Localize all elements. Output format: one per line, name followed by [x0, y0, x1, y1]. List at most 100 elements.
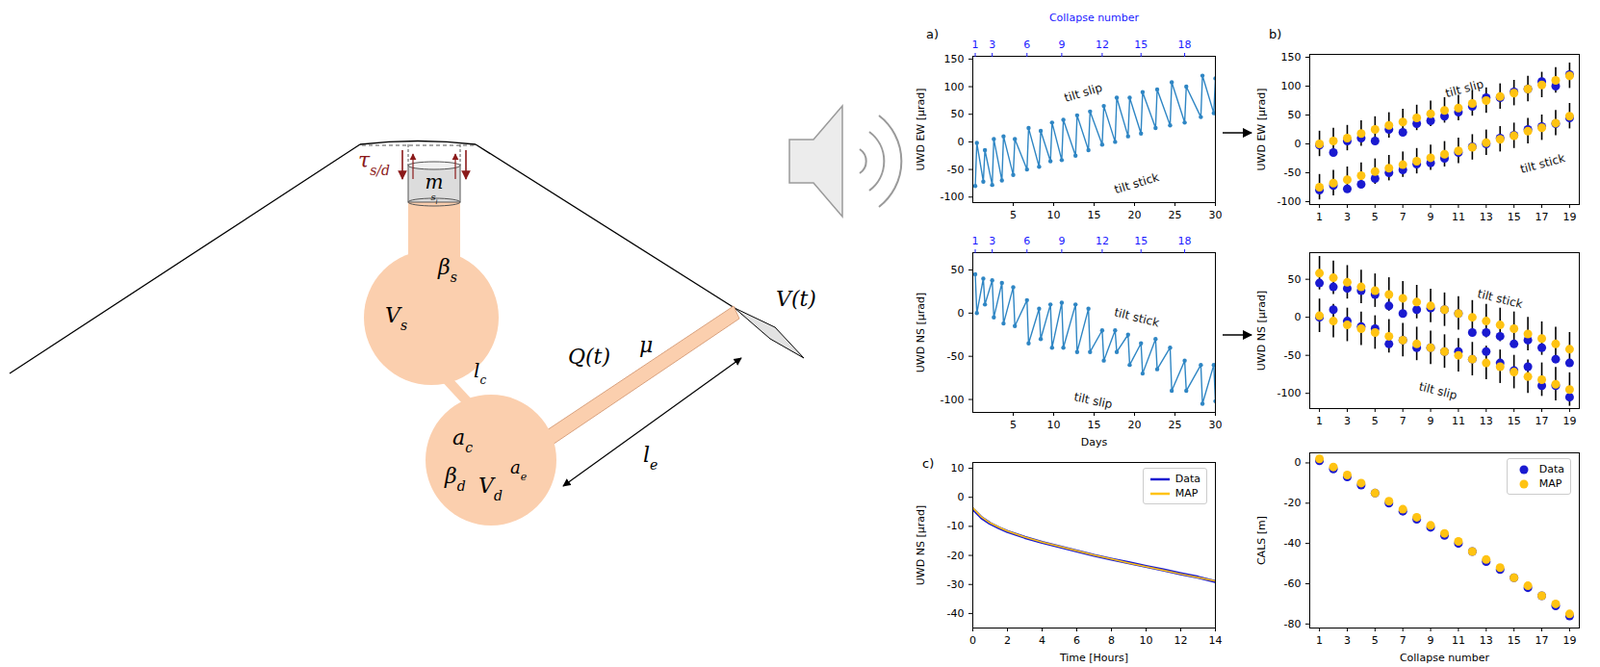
svg-text:14: 14	[1209, 634, 1223, 647]
svg-text:9: 9	[1427, 634, 1435, 647]
svg-text:UWD EW [μrad]: UWD EW [μrad]	[914, 87, 928, 171]
svg-text:ae: ae	[510, 457, 528, 484]
svg-text:15: 15	[1507, 210, 1522, 224]
svg-text:tilt slip: tilt slip	[1417, 380, 1459, 403]
svg-text:10: 10	[1139, 634, 1154, 647]
svg-text:UWD NS [μrad]: UWD NS [μrad]	[1255, 290, 1268, 371]
svg-text:100: 100	[944, 80, 965, 94]
svg-text:m: m	[425, 170, 444, 194]
svg-text:-50: -50	[947, 163, 965, 177]
svg-text:50: 50	[1288, 108, 1302, 122]
svg-text:-10: -10	[947, 519, 965, 533]
svg-text:5: 5	[1009, 208, 1017, 222]
svg-text:25: 25	[1168, 418, 1183, 432]
svg-text:20: 20	[1128, 208, 1142, 222]
svg-text:17: 17	[1535, 414, 1549, 428]
svg-text:30: 30	[1209, 208, 1223, 222]
svg-text:5: 5	[1371, 414, 1379, 428]
svg-text:-100: -100	[1277, 387, 1302, 400]
svg-text:-80: -80	[1284, 618, 1302, 631]
svg-text:0: 0	[1294, 310, 1302, 324]
svg-text:9: 9	[1427, 210, 1435, 224]
svg-text:19: 19	[1562, 634, 1576, 647]
svg-text:lc: lc	[473, 359, 487, 388]
svg-text:le: le	[643, 442, 658, 473]
svg-text:150: 150	[944, 52, 965, 66]
svg-text:11: 11	[1451, 414, 1466, 428]
svg-text:0: 0	[1294, 137, 1302, 151]
svg-text:Time [Hours]: Time [Hours]	[1058, 651, 1129, 665]
svg-text:-50: -50	[947, 350, 965, 363]
svg-text:5: 5	[1009, 418, 1017, 432]
svg-text:tilt slip: tilt slip	[1072, 389, 1113, 412]
svg-text:-100: -100	[940, 393, 965, 407]
svg-text:1: 1	[1316, 414, 1323, 428]
svg-text:-100: -100	[1277, 195, 1302, 208]
svg-text:1: 1	[972, 38, 980, 52]
svg-text:11: 11	[1451, 210, 1466, 224]
svg-text:-50: -50	[1284, 349, 1302, 362]
svg-text:100: 100	[1281, 79, 1302, 93]
svg-text:Collapse number: Collapse number	[1399, 651, 1491, 665]
svg-text:18: 18	[1178, 234, 1192, 248]
svg-text:-100: -100	[940, 190, 965, 204]
svg-text:9: 9	[1058, 38, 1065, 52]
svg-text:-20: -20	[1284, 496, 1302, 510]
svg-text:10: 10	[951, 462, 965, 475]
svg-text:4: 4	[1038, 634, 1046, 647]
svg-text:UWD NS [μrad]: UWD NS [μrad]	[914, 292, 928, 373]
svg-text:CALS [m]: CALS [m]	[1255, 516, 1268, 566]
svg-text:18: 18	[1178, 38, 1192, 52]
svg-text:1: 1	[1316, 634, 1323, 647]
svg-text:βs: βs	[437, 255, 458, 285]
svg-text:7: 7	[1399, 414, 1407, 428]
svg-text:8: 8	[1108, 634, 1115, 647]
svg-text:15: 15	[1087, 208, 1102, 222]
svg-text:-50: -50	[1284, 166, 1302, 180]
svg-text:13: 13	[1479, 634, 1494, 647]
svg-text:tilt stick: tilt stick	[1519, 151, 1568, 177]
svg-text:βd: βd	[443, 464, 466, 494]
svg-text:-20: -20	[947, 549, 965, 563]
svg-text:50: 50	[1288, 273, 1302, 286]
svg-text:1: 1	[972, 234, 980, 248]
svg-text:9: 9	[1427, 414, 1435, 428]
svg-text:Days: Days	[1081, 436, 1109, 449]
svg-text:9: 9	[1058, 234, 1065, 248]
svg-text:-40: -40	[1284, 537, 1302, 550]
svg-text:13: 13	[1479, 414, 1494, 428]
svg-text:Vs: Vs	[385, 303, 408, 334]
svg-text:17: 17	[1535, 210, 1549, 224]
svg-text:10: 10	[1047, 208, 1061, 222]
svg-text:15: 15	[1507, 414, 1522, 428]
svg-text:13: 13	[1479, 210, 1494, 224]
svg-text:Vd: Vd	[478, 473, 503, 504]
svg-text:UWD EW [μrad]: UWD EW [μrad]	[1255, 87, 1268, 171]
svg-text:150: 150	[1281, 51, 1302, 64]
svg-text:30: 30	[1209, 418, 1223, 432]
svg-text:2: 2	[1004, 634, 1011, 647]
svg-text:3: 3	[988, 38, 996, 52]
svg-text:50: 50	[951, 107, 965, 121]
svg-text:5: 5	[1371, 210, 1379, 224]
svg-text:7: 7	[1399, 634, 1407, 647]
svg-text:μ: μ	[639, 333, 653, 358]
svg-text:sl: sl	[430, 191, 438, 206]
svg-text:Collapse number: Collapse number	[1049, 11, 1140, 25]
svg-text:tilt slip: tilt slip	[1062, 80, 1105, 105]
svg-text:τs/d: τs/d	[358, 148, 390, 179]
svg-text:0: 0	[969, 634, 977, 647]
svg-text:-30: -30	[947, 578, 965, 592]
svg-text:1: 1	[1316, 210, 1323, 224]
svg-text:15: 15	[1507, 634, 1522, 647]
svg-text:tilt stick: tilt stick	[1112, 305, 1162, 330]
svg-text:15: 15	[1087, 418, 1102, 432]
svg-text:0: 0	[1294, 456, 1302, 469]
svg-text:10: 10	[1047, 418, 1061, 432]
svg-text:tilt stick: tilt stick	[1475, 286, 1524, 311]
svg-text:ac: ac	[452, 425, 473, 456]
svg-text:25: 25	[1168, 208, 1183, 222]
svg-text:3: 3	[1343, 210, 1351, 224]
svg-text:15: 15	[1134, 234, 1148, 248]
svg-text:3: 3	[1343, 634, 1351, 647]
